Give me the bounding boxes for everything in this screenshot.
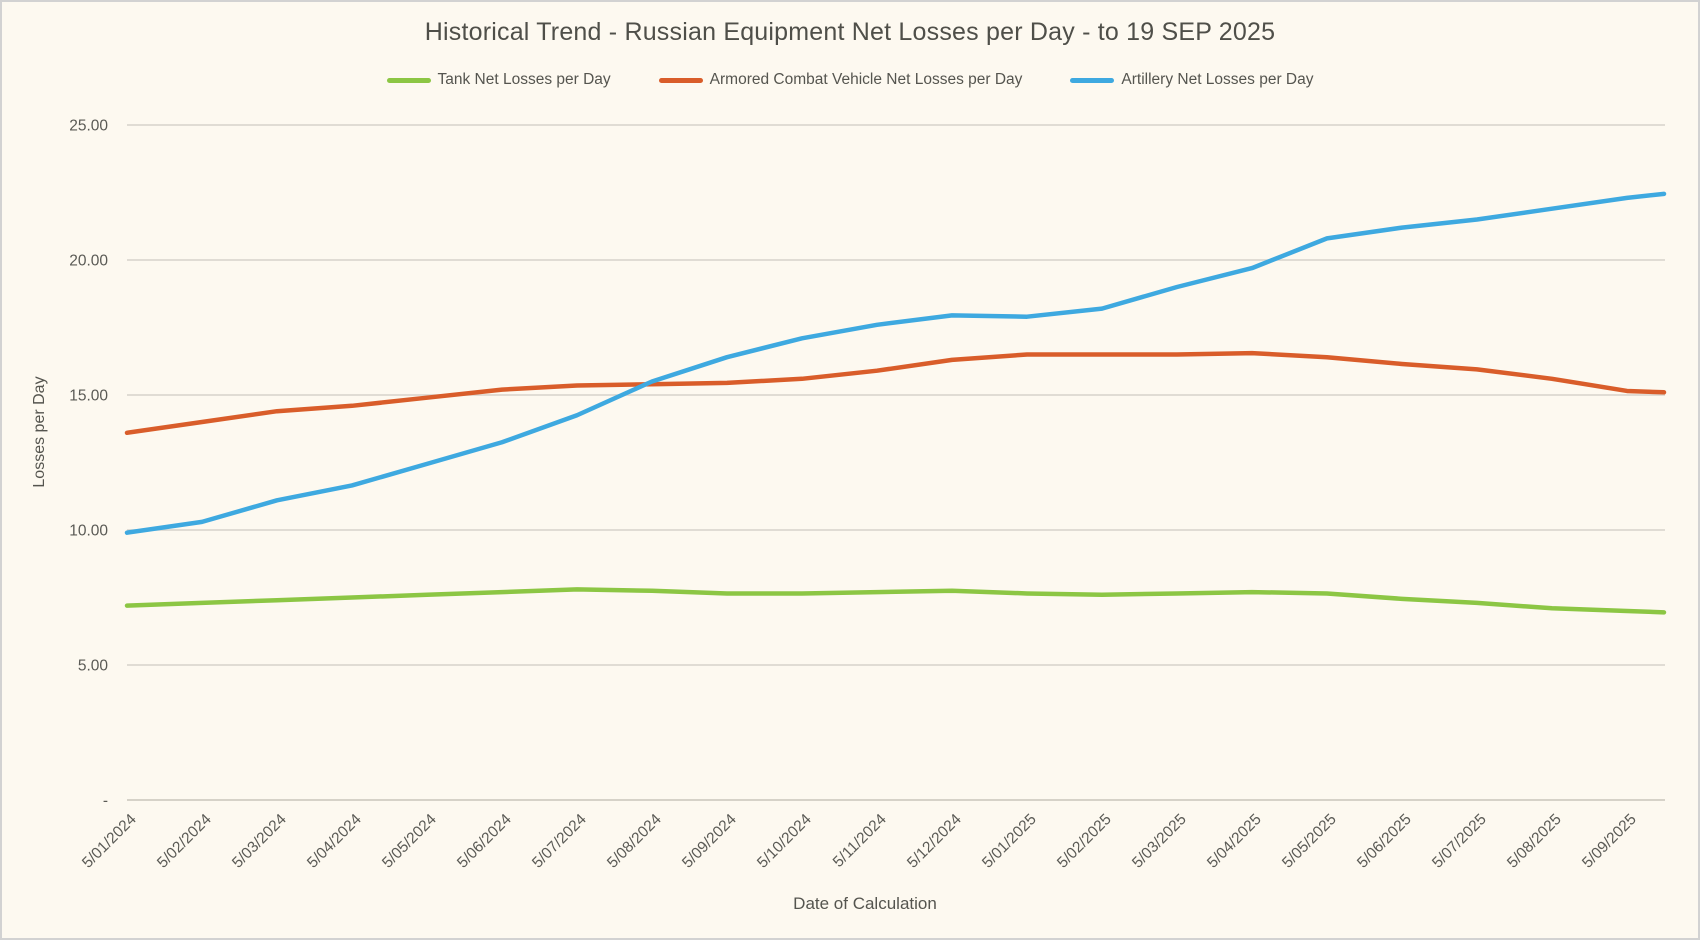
- series-line-tank-net-losses-per-day: [124, 587, 1667, 615]
- y-tick-label: 10.00: [69, 523, 108, 540]
- x-tick-label: 5/04/2024: [304, 811, 365, 872]
- legend: Tank Net Losses per Day Armored Combat V…: [2, 71, 1698, 89]
- artillery-series-swatch-icon: [1070, 77, 1115, 83]
- x-tick-label: 5/01/2025: [979, 811, 1040, 872]
- x-tick-label: 5/01/2024: [79, 811, 140, 872]
- x-tick-label: 5/04/2025: [1204, 811, 1265, 872]
- y-tick-label: 25.00: [69, 118, 108, 135]
- y-tick-label: -: [103, 793, 108, 810]
- y-tick-label: 5.00: [78, 658, 109, 675]
- x-tick-label: 5/03/2025: [1129, 811, 1190, 872]
- chart-title: Historical Trend - Russian Equipment Net…: [424, 18, 1276, 46]
- x-tick-label: 5/11/2024: [830, 811, 890, 871]
- x-tick-label: 5/02/2024: [154, 811, 215, 872]
- x-tick-label: 5/07/2025: [1429, 811, 1490, 872]
- x-tick-label: 5/12/2024: [904, 811, 965, 872]
- x-tick-label: 5/09/2024: [679, 811, 740, 872]
- x-tick-label: 5/08/2024: [604, 811, 665, 872]
- series-line-armored-combat-vehicle-net-losses-per-day: [124, 350, 1667, 436]
- x-tick-label: 5/06/2024: [454, 811, 515, 872]
- legend-label-acv: Armored Combat Vehicle Net Losses per Da…: [709, 71, 1023, 88]
- y-axis-title: Losses per Day: [31, 376, 48, 488]
- x-tick-label: 5/08/2025: [1504, 811, 1565, 872]
- x-tick-label: 5/03/2024: [229, 811, 290, 872]
- legend-label-artillery: Artillery Net Losses per Day: [1121, 71, 1314, 88]
- acv-series-swatch-icon: [658, 77, 703, 83]
- x-tick-label: 5/06/2025: [1354, 811, 1415, 872]
- tank-series-swatch-icon: [386, 77, 431, 83]
- y-tick-label: 20.00: [69, 253, 108, 270]
- x-tick-label: 5/10/2024: [754, 811, 815, 872]
- legend-item-artillery: Artillery Net Losses per Day: [1070, 71, 1314, 89]
- x-tick-label: 5/09/2025: [1579, 811, 1640, 872]
- x-tick-label: 5/05/2025: [1279, 811, 1340, 872]
- legend-item-acv: Armored Combat Vehicle Net Losses per Da…: [658, 71, 1023, 89]
- x-tick-label: 5/05/2024: [379, 811, 440, 872]
- legend-label-tank: Tank Net Losses per Day: [437, 71, 611, 88]
- y-tick-label: 15.00: [69, 388, 108, 405]
- x-tick-label: 5/02/2025: [1054, 811, 1115, 872]
- series-line-artillery-net-losses-per-day: [124, 191, 1667, 535]
- legend-item-tank: Tank Net Losses per Day: [386, 71, 611, 89]
- x-axis-title: Date of Calculation: [793, 894, 937, 913]
- x-tick-label: 5/07/2024: [529, 811, 590, 872]
